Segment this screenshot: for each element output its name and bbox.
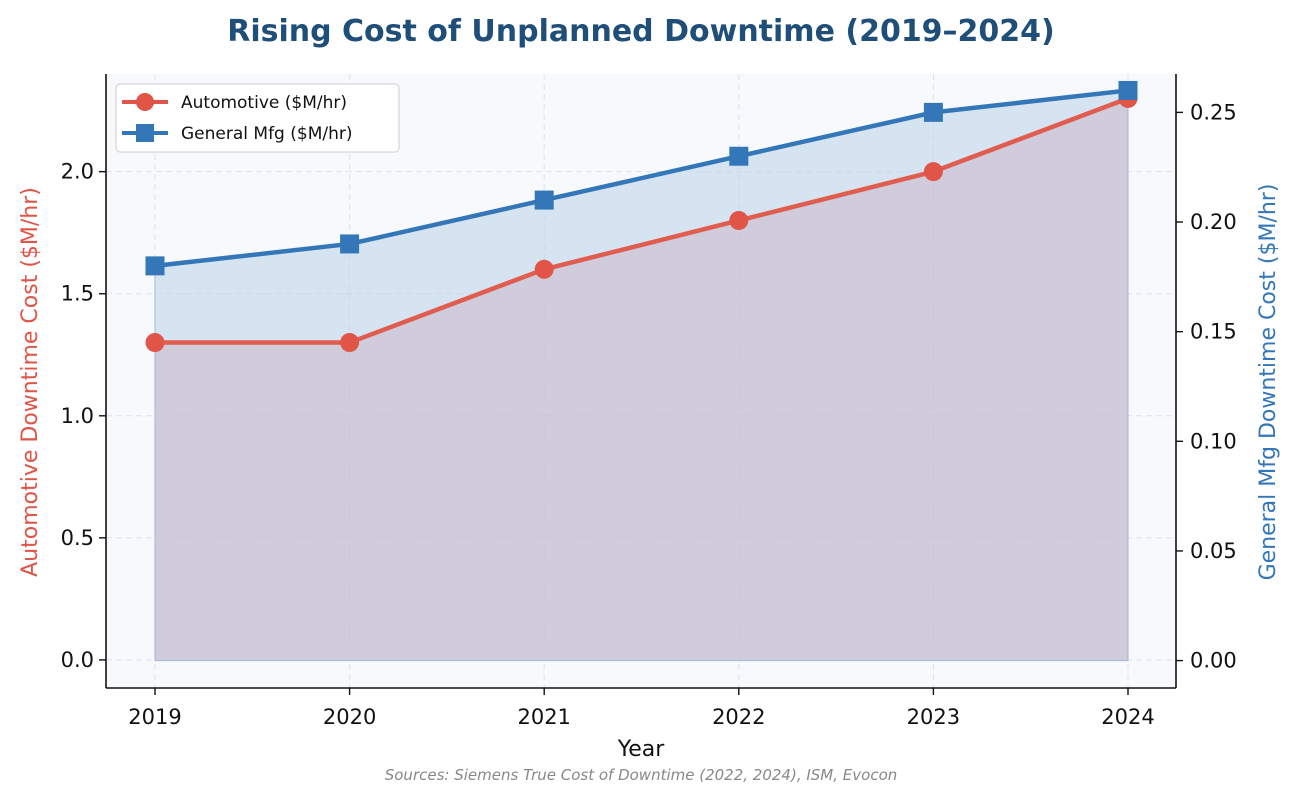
automotive-point-2020 [340, 333, 360, 353]
x-tick-label: 2020 [323, 705, 376, 729]
chart-title: Rising Cost of Unplanned Downtime (2019–… [227, 14, 1055, 49]
legend-box [115, 83, 400, 153]
automotive-point-2023 [923, 162, 943, 182]
legend: Automotive ($M/hr) General Mfg ($M/hr) [115, 83, 400, 153]
automotive-line [155, 96, 1129, 345]
general-mfg-point-2024 [1118, 80, 1138, 100]
x-tick-label: 2024 [1101, 705, 1154, 729]
automotive-area [155, 98, 1128, 660]
legend-automotive-label: Automotive ($M/hr) [181, 93, 347, 113]
automotive-point-2019 [145, 333, 165, 353]
right-y-tick-label: 0.00 [1190, 649, 1237, 673]
left-y-tick-label: 0.0 [61, 648, 94, 672]
x-tick-label: 2023 [907, 705, 960, 729]
left-y-tick-label: 1.5 [61, 282, 94, 306]
general-mfg-line [154, 88, 1129, 269]
right-y-tick-label: 0.10 [1190, 429, 1237, 453]
legend-automotive-marker [136, 93, 154, 111]
right-y-tick-label: 0.15 [1190, 320, 1237, 344]
left-y-axis-ticks: 0.0 0.5 1.0 1.5 2.0 [61, 160, 106, 672]
series-markers [145, 80, 1138, 353]
automotive-point-2021 [534, 259, 554, 279]
plot-frame [105, 74, 1177, 689]
right-y-axis-ticks: 0.00 0.05 0.10 0.15 0.20 0.25 [1176, 100, 1237, 673]
left-y-axis-label: Automotive Downtime Cost ($M/hr) [18, 187, 43, 577]
right-y-axis-label: General Mfg Downtime Cost ($M/hr) [1256, 184, 1281, 581]
left-y-tick-label: 1.0 [61, 404, 94, 428]
general-mfg-point-2022 [729, 146, 749, 166]
right-y-tick-label: 0.25 [1190, 100, 1237, 124]
x-tick-label: 2022 [712, 705, 765, 729]
legend-general-mfg-label: General Mfg ($M/hr) [181, 124, 353, 144]
general-mfg-point-2020 [340, 234, 360, 254]
x-tick-label: 2019 [128, 705, 181, 729]
automotive-point-2022 [729, 210, 749, 230]
legend-general-mfg-marker [136, 124, 154, 142]
left-y-tick-label: 0.5 [61, 526, 94, 550]
source-note: Sources: Siemens True Cost of Downtime (… [385, 766, 898, 784]
x-axis-ticks: 2019 2020 2021 2022 2023 2024 [128, 688, 1155, 729]
general-mfg-point-2019 [145, 256, 165, 276]
x-tick-label: 2021 [517, 705, 570, 729]
general-mfg-point-2023 [923, 102, 943, 122]
right-y-tick-label: 0.05 [1190, 539, 1237, 563]
series-lines [154, 88, 1129, 345]
x-axis-label: Year [617, 737, 666, 762]
general-mfg-point-2021 [534, 190, 554, 210]
right-y-tick-label: 0.20 [1190, 210, 1237, 234]
left-y-tick-label: 2.0 [61, 160, 94, 184]
